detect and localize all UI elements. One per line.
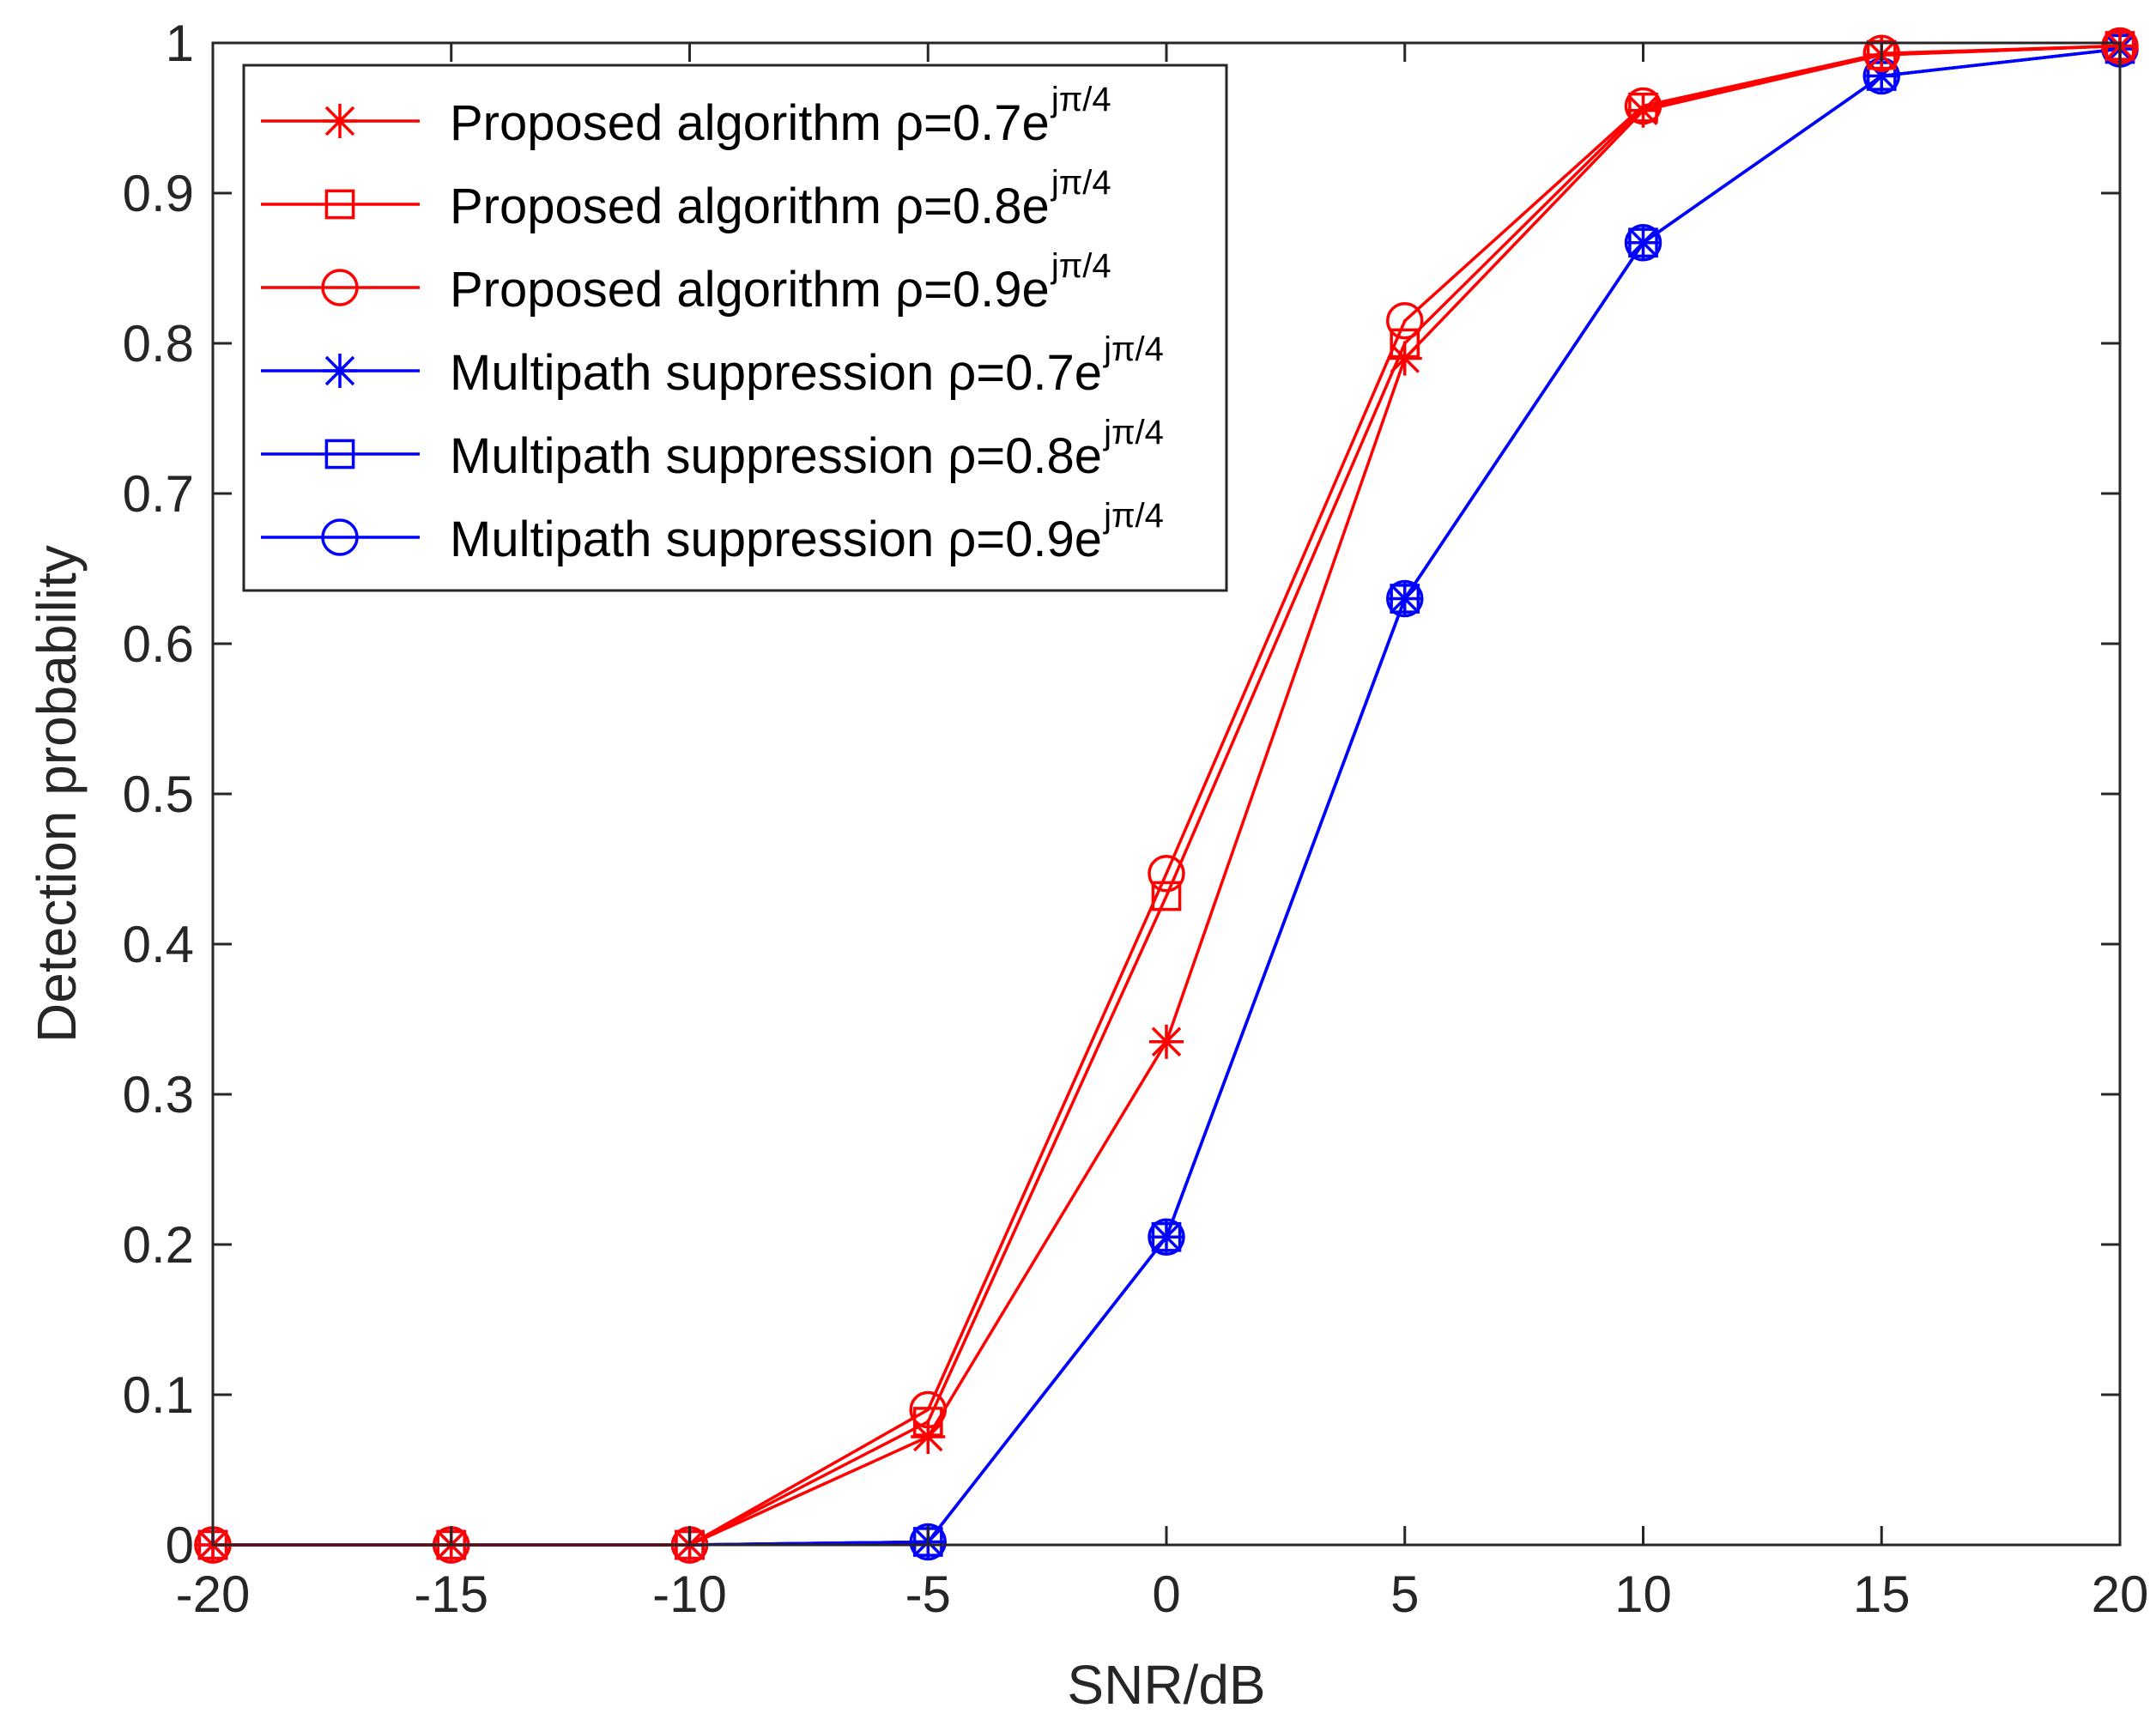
legend-label: Multipath suppression ρ=0.8e xyxy=(450,428,1102,484)
series-5-point-6 xyxy=(1390,584,1420,614)
series-1-point-6 xyxy=(1387,341,1422,376)
x-tick-label: -10 xyxy=(652,1566,727,1623)
legend-marker-sample xyxy=(321,518,359,556)
series-6-point-6 xyxy=(1386,579,1424,618)
legend-superscript: jπ/4 xyxy=(1051,247,1111,285)
y-tick-label: 0.6 xyxy=(123,615,194,673)
series-2-point-7 xyxy=(1628,92,1658,123)
x-tick-label: -15 xyxy=(414,1566,488,1623)
y-tick-label: 0.4 xyxy=(123,916,194,973)
series-6-point-7 xyxy=(1624,224,1662,262)
x-tick-label: 0 xyxy=(1152,1566,1180,1623)
x-tick-label: 5 xyxy=(1390,1566,1419,1623)
legend-entry-5: Multipath suppression ρ=0.8e jπ/4 xyxy=(261,414,1164,484)
series-1-point-7 xyxy=(1626,93,1661,128)
legend-superscript: jπ/4 xyxy=(1051,164,1111,202)
series-5-point-5 xyxy=(1151,1221,1182,1252)
legend-superscript: jπ/4 xyxy=(1051,81,1111,118)
y-tick-label: 0.3 xyxy=(123,1066,194,1123)
x-axis-title: SNR/dB xyxy=(1067,1654,1265,1716)
legend-superscript: jπ/4 xyxy=(1103,414,1164,451)
legend-label: Multipath suppression ρ=0.9e xyxy=(450,512,1102,567)
legend-entry-3: Proposed algorithm ρ=0.9e jπ/4 xyxy=(261,247,1111,318)
legend-superscript: jπ/4 xyxy=(1103,497,1164,535)
legend-marker-sample xyxy=(323,104,357,138)
series-2-point-6 xyxy=(1390,328,1420,359)
x-tick-label: -20 xyxy=(176,1566,251,1623)
legend-box xyxy=(242,64,1228,592)
series-3-point-7 xyxy=(1624,87,1662,125)
y-tick-label: 0.1 xyxy=(123,1366,194,1424)
y-tick-label: 0.5 xyxy=(123,766,194,823)
legend-entry-6: Multipath suppression ρ=0.9e jπ/4 xyxy=(261,497,1164,567)
legend-entry-1: Proposed algorithm ρ=0.7e jπ/4 xyxy=(261,81,1111,151)
series-3-point-8 xyxy=(1862,34,1900,72)
series-1-point-5 xyxy=(1149,1024,1184,1059)
series-6-point-4 xyxy=(909,1523,947,1561)
legend-marker-sample xyxy=(324,439,355,469)
y-axis-title: Detection probability xyxy=(26,545,88,1043)
legend-label: Proposed algorithm ρ=0.9e xyxy=(450,262,1050,318)
legend-entry-2: Proposed algorithm ρ=0.8e jπ/4 xyxy=(261,164,1111,234)
series-3-point-5 xyxy=(1148,855,1185,893)
y-tick-label: 0 xyxy=(166,1517,194,1574)
series-3-point-4 xyxy=(909,1390,947,1429)
x-tick-label: -5 xyxy=(905,1566,951,1623)
x-tick-label: 20 xyxy=(2092,1566,2149,1623)
y-tick-label: 1 xyxy=(166,15,194,72)
series-6-point-5 xyxy=(1148,1218,1185,1256)
legend-label: Proposed algorithm ρ=0.7e xyxy=(450,95,1050,151)
legend-label: Multipath suppression ρ=0.7e xyxy=(450,345,1102,401)
y-tick-label: 0.7 xyxy=(123,465,194,523)
y-tick-label: 0.2 xyxy=(123,1216,194,1274)
series-1-point-4 xyxy=(911,1420,946,1454)
y-tick-label: 0.8 xyxy=(123,315,194,372)
legend-superscript: jπ/4 xyxy=(1103,330,1164,368)
legend-marker-sample xyxy=(321,269,359,306)
axes-layer: -20 -15 -10 -5 0 5 10 15 20 0 0.1 0.2 0.3 0.4 0.5 0.6 0.… xyxy=(123,15,2149,1623)
y-tick-label: 0.9 xyxy=(123,165,194,222)
series-2-point-5 xyxy=(1151,881,1182,911)
series-5-point-7 xyxy=(1628,227,1658,258)
legend-marker-sample xyxy=(323,354,357,388)
legend-entry-4: Multipath suppression ρ=0.7e jπ/4 xyxy=(261,330,1164,401)
legend-marker-sample xyxy=(324,189,355,220)
x-tick-label: 10 xyxy=(1614,1566,1672,1623)
x-tick-label: 15 xyxy=(1853,1566,1911,1623)
legend-label: Proposed algorithm ρ=0.8e xyxy=(450,179,1050,234)
series-3-point-6 xyxy=(1386,302,1424,340)
